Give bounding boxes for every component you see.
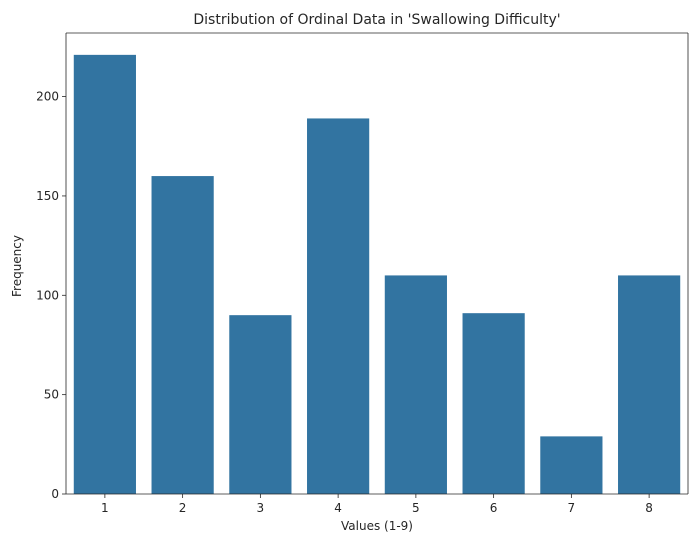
x-axis-label: Values (1-9) (341, 519, 413, 533)
bar-8 (618, 275, 681, 494)
bars-group (73, 54, 681, 494)
y-tick-label: 100 (36, 288, 59, 302)
y-tick-label: 50 (44, 388, 59, 402)
bar-4 (307, 118, 370, 494)
y-axis-label: Frequency (10, 235, 24, 297)
x-tick-label: 6 (490, 501, 498, 515)
ticks-group: 0 50 100 150 200 1 2 3 4 5 6 7 8 (36, 90, 653, 515)
axes-group (65, 32, 689, 495)
x-tick-label: 3 (257, 501, 265, 515)
bar-2 (151, 176, 214, 494)
x-tick-label: 1 (101, 501, 109, 515)
y-tick-label: 0 (51, 487, 59, 501)
bar-3 (229, 315, 292, 494)
x-tick-label: 2 (179, 501, 187, 515)
bar-6 (462, 313, 525, 494)
x-tick-label: 7 (568, 501, 576, 515)
y-tick-label: 150 (36, 189, 59, 203)
y-tick-label: 200 (36, 90, 59, 104)
bar-7 (540, 436, 603, 494)
bar-1 (73, 54, 136, 494)
x-tick-label: 8 (645, 501, 653, 515)
chart-title: Distribution of Ordinal Data in 'Swallow… (193, 12, 560, 28)
bar-5 (384, 275, 447, 494)
x-tick-label: 5 (412, 501, 420, 515)
x-tick-label: 4 (334, 501, 342, 515)
